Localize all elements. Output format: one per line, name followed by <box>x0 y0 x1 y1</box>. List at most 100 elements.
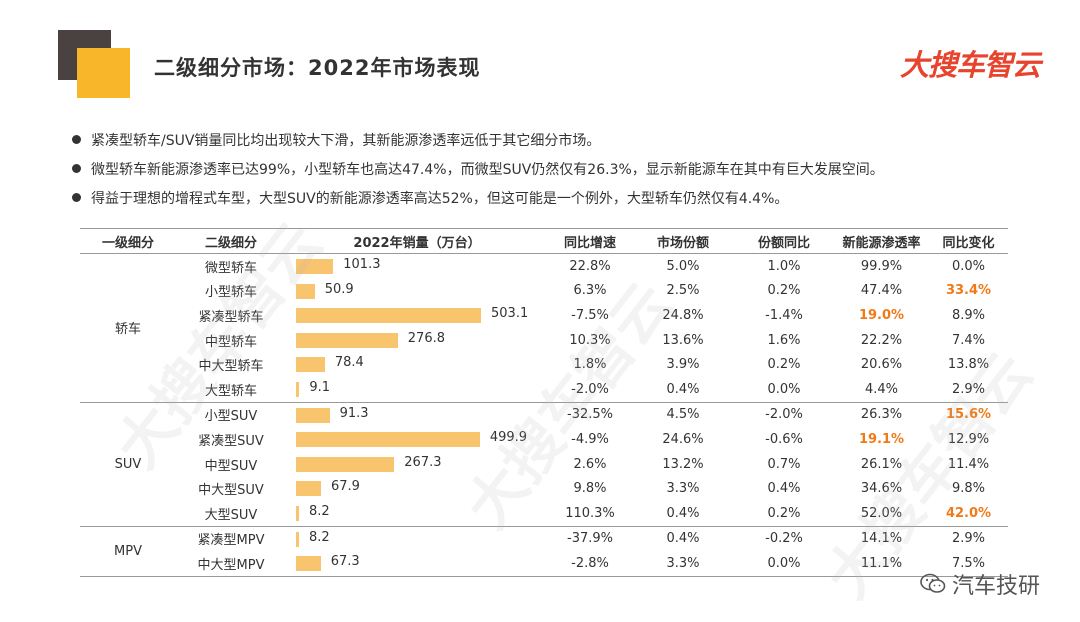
ev-change: 13.8% <box>947 357 990 373</box>
table-row: 小型轿车 50.9 6.3% 2.5% 0.2% 47.4% 33.4% <box>176 279 1008 304</box>
market-share: 0.4% <box>666 505 700 521</box>
yoy-growth: 10.3% <box>569 332 611 348</box>
ev-change: 8.9% <box>951 307 986 323</box>
sales-bar <box>296 456 395 472</box>
sales-value-label: 503.1 <box>491 306 529 322</box>
market-share: 3.9% <box>666 357 700 373</box>
share-change: -1.4% <box>765 307 803 323</box>
market-share: 2.5% <box>666 283 700 299</box>
yoy-growth: -37.9% <box>567 531 613 547</box>
bullet-list: 紧凑型轿车/SUV销量同比均出现较大下滑，其新能源渗透率远低于其它细分市场。 微… <box>72 125 1032 212</box>
header-sales: 2022年销量（万台） <box>353 235 481 251</box>
yoy-growth: -32.5% <box>567 407 613 423</box>
yoy-growth: -2.0% <box>571 381 609 397</box>
sales-bar <box>296 259 334 274</box>
sales-cell: 50.9 <box>286 279 548 304</box>
yoy-growth: -4.9% <box>571 431 609 447</box>
segment-name: 大型SUV <box>204 507 258 523</box>
share-change: 0.2% <box>767 283 801 299</box>
sales-bar <box>296 381 300 397</box>
table-row: 大型轿车 9.1 -2.0% 0.4% 0.0% 4.4% 2.9% <box>176 377 1008 402</box>
table-row: 中大型轿车 78.4 1.8% 3.9% 0.2% 20.6% 13.8% <box>176 352 1008 377</box>
table-row: 紧凑型SUV 499.9 -4.9% 24.6% -0.6% 19.1% 12.9% <box>176 427 1008 452</box>
wechat-account-name: 汽车技研 <box>951 574 1040 599</box>
header-share: 市场份额 <box>656 235 709 251</box>
share-change: -2.0% <box>765 407 803 423</box>
ev-change: 7.4% <box>951 332 986 348</box>
ev-penetration: 19.1% <box>858 431 905 447</box>
brand-logo-text: 大搜车智云 <box>899 48 1041 82</box>
bullet-dot-icon <box>72 193 81 202</box>
yoy-growth: 9.8% <box>573 481 607 497</box>
share-change: 0.4% <box>767 481 801 497</box>
ev-change: 2.9% <box>951 381 986 397</box>
bullet-text: 紧凑型轿车/SUV销量同比均出现较大下滑，其新能源渗透率远低于其它细分市场。 <box>91 132 601 149</box>
table-row: 微型轿车 101.3 22.8% 5.0% 1.0% 99.9% 0.0% <box>176 254 1008 279</box>
ev-penetration: 99.9% <box>860 258 903 274</box>
bullet-item: 紧凑型轿车/SUV销量同比均出现较大下滑，其新能源渗透率远低于其它细分市场。 <box>72 125 1032 154</box>
sales-bar <box>296 432 480 448</box>
ev-change: 12.9% <box>947 431 990 447</box>
segment-name: 中大型MPV <box>197 557 265 573</box>
market-share: 3.3% <box>666 481 700 497</box>
segment-name: 小型轿车 <box>204 285 257 301</box>
header-primary-segment: 一级细分 <box>101 235 154 251</box>
page-title: 二级细分市场：2022年市场表现 <box>154 56 481 80</box>
table-row: 大型SUV 8.2 110.3% 0.4% 0.2% 52.0% 42.0% <box>176 501 1008 526</box>
sales-value-label: 8.2 <box>309 529 330 545</box>
sales-bar <box>296 531 299 547</box>
sales-value-label: 50.9 <box>324 281 354 297</box>
bullet-text: 微型轿车新能源渗透率已达99%，小型轿车也高达47.4%，而微型SUV仍然仅有2… <box>91 161 884 178</box>
header-secondary-segment: 二级细分 <box>204 235 257 251</box>
wechat-icon <box>920 573 946 593</box>
table-row: 小型SUV 91.3 -32.5% 4.5% -2.0% 26.3% 15.6% <box>176 403 1008 428</box>
ev-change: 33.4% <box>945 283 992 299</box>
yoy-growth: 22.8% <box>569 258 611 274</box>
sales-bar <box>296 481 321 497</box>
bullet-item: 微型轿车新能源渗透率已达99%，小型轿车也高达47.4%，而微型SUV仍然仅有2… <box>72 154 1032 183</box>
sales-cell: 8.2 <box>286 527 548 552</box>
ev-penetration: 26.3% <box>860 407 903 423</box>
table-header: 一级细分 二级细分 2022年销量（万台） 同比增速 市场份额 份额同比 新能源… <box>80 228 1008 254</box>
header-ev-penetration: 新能源渗透率 <box>842 235 921 251</box>
segment-name: 中大型轿车 <box>198 359 264 375</box>
header-share-change: 份额同比 <box>757 235 810 251</box>
sales-cell: 499.9 <box>286 427 548 452</box>
market-share: 5.0% <box>666 258 700 274</box>
sales-bar <box>296 332 398 348</box>
sales-cell: 267.3 <box>286 452 548 477</box>
table-group: SUV 小型SUV 91.3 -32.5% 4.5% -2.0% 26.3% 15.6% 紧凑型… <box>80 403 1008 527</box>
sales-bar <box>296 505 299 521</box>
ev-change: 0.0% <box>951 258 986 274</box>
market-share: 13.2% <box>662 456 704 472</box>
sales-value-label: 67.9 <box>330 479 360 495</box>
bullet-text: 得益于理想的增程式车型，大型SUV的新能源渗透率高达52%，但这可能是一个例外，… <box>91 190 789 207</box>
segment-name: 紧凑型轿车 <box>198 309 264 325</box>
sales-value-label: 276.8 <box>407 330 445 346</box>
header-yoy: 同比增速 <box>563 235 616 251</box>
share-change: 0.2% <box>767 357 801 373</box>
market-share: 24.8% <box>662 307 704 323</box>
sales-cell: 91.3 <box>286 403 548 428</box>
share-change: 0.0% <box>767 381 801 397</box>
sales-value-label: 78.4 <box>334 355 364 371</box>
table-row: 紧凑型MPV 8.2 -37.9% 0.4% -0.2% 14.1% 2.9% <box>176 527 1008 552</box>
sales-bar <box>296 407 330 423</box>
sales-bar <box>296 308 481 324</box>
ev-penetration: 47.4% <box>860 283 903 299</box>
sales-cell: 67.9 <box>286 476 548 501</box>
sales-cell: 67.3 <box>286 551 548 576</box>
ev-penetration: 11.1% <box>860 555 903 571</box>
table-row: 中型SUV 267.3 2.6% 13.2% 0.7% 26.1% 11.4% <box>176 452 1008 477</box>
ev-penetration: 19.0% <box>858 307 905 323</box>
ev-penetration: 14.1% <box>860 531 903 547</box>
yoy-growth: -7.5% <box>571 307 609 323</box>
share-change: -0.2% <box>765 531 803 547</box>
wechat-account: 汽车技研 <box>920 568 1040 600</box>
segment-table: 一级细分 二级细分 2022年销量（万台） 同比增速 市场份额 份额同比 新能源… <box>80 228 1008 577</box>
brand-logo: 大搜车智云 <box>899 42 1041 82</box>
share-change: 1.6% <box>767 332 801 348</box>
sales-cell: 78.4 <box>286 352 548 377</box>
table-group: MPV 紧凑型MPV 8.2 -37.9% 0.4% -0.2% 14.1% 2.9% 中大型M… <box>80 527 1008 577</box>
table-row: 中型轿车 276.8 10.3% 13.6% 1.6% 22.2% 7.4% <box>176 328 1008 353</box>
